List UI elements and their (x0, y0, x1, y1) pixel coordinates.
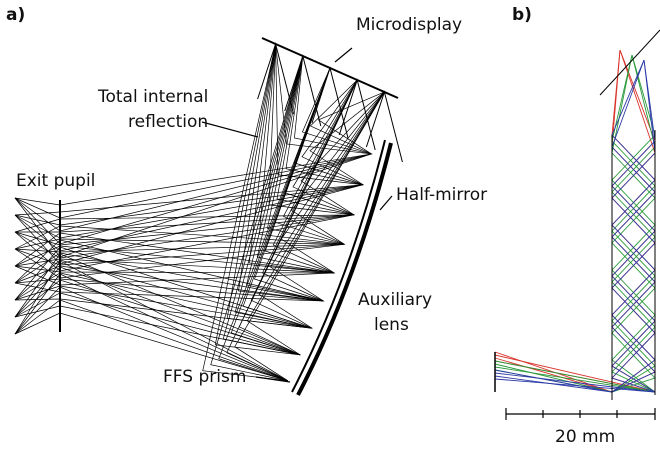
label-half-mirror: Half-mirror (396, 185, 487, 205)
ray-trace-b (495, 30, 660, 400)
label-tir: Total internal (97, 87, 208, 107)
leader (380, 196, 392, 210)
ray (285, 56, 321, 126)
scale-label: 20 mm (555, 427, 615, 447)
leader (202, 122, 258, 137)
panel-label: a) (6, 5, 25, 25)
leader (335, 48, 352, 62)
panel-label: b) (512, 5, 532, 25)
ray (366, 92, 402, 162)
ray (15, 56, 363, 225)
label-exit-pupil: Exit pupil (16, 171, 95, 191)
ray (495, 60, 655, 392)
label-auxiliary-lens: lens (374, 315, 409, 335)
ray (495, 60, 655, 392)
label-auxiliary-lens: Auxiliary (358, 290, 432, 310)
label-tir: reflection (128, 112, 208, 132)
ray (15, 44, 334, 273)
ray-trace-a (15, 44, 402, 381)
microdisplay-plane (262, 38, 398, 98)
ray (495, 60, 655, 392)
ray (495, 60, 655, 392)
label-ffs-prism: FFS prism (163, 367, 246, 387)
label-microdisplay: Microdisplay (356, 15, 462, 35)
figure: a) Microdisplay Total internal reflectio… (0, 0, 660, 449)
ray (600, 30, 660, 95)
scale-bar (506, 408, 655, 420)
